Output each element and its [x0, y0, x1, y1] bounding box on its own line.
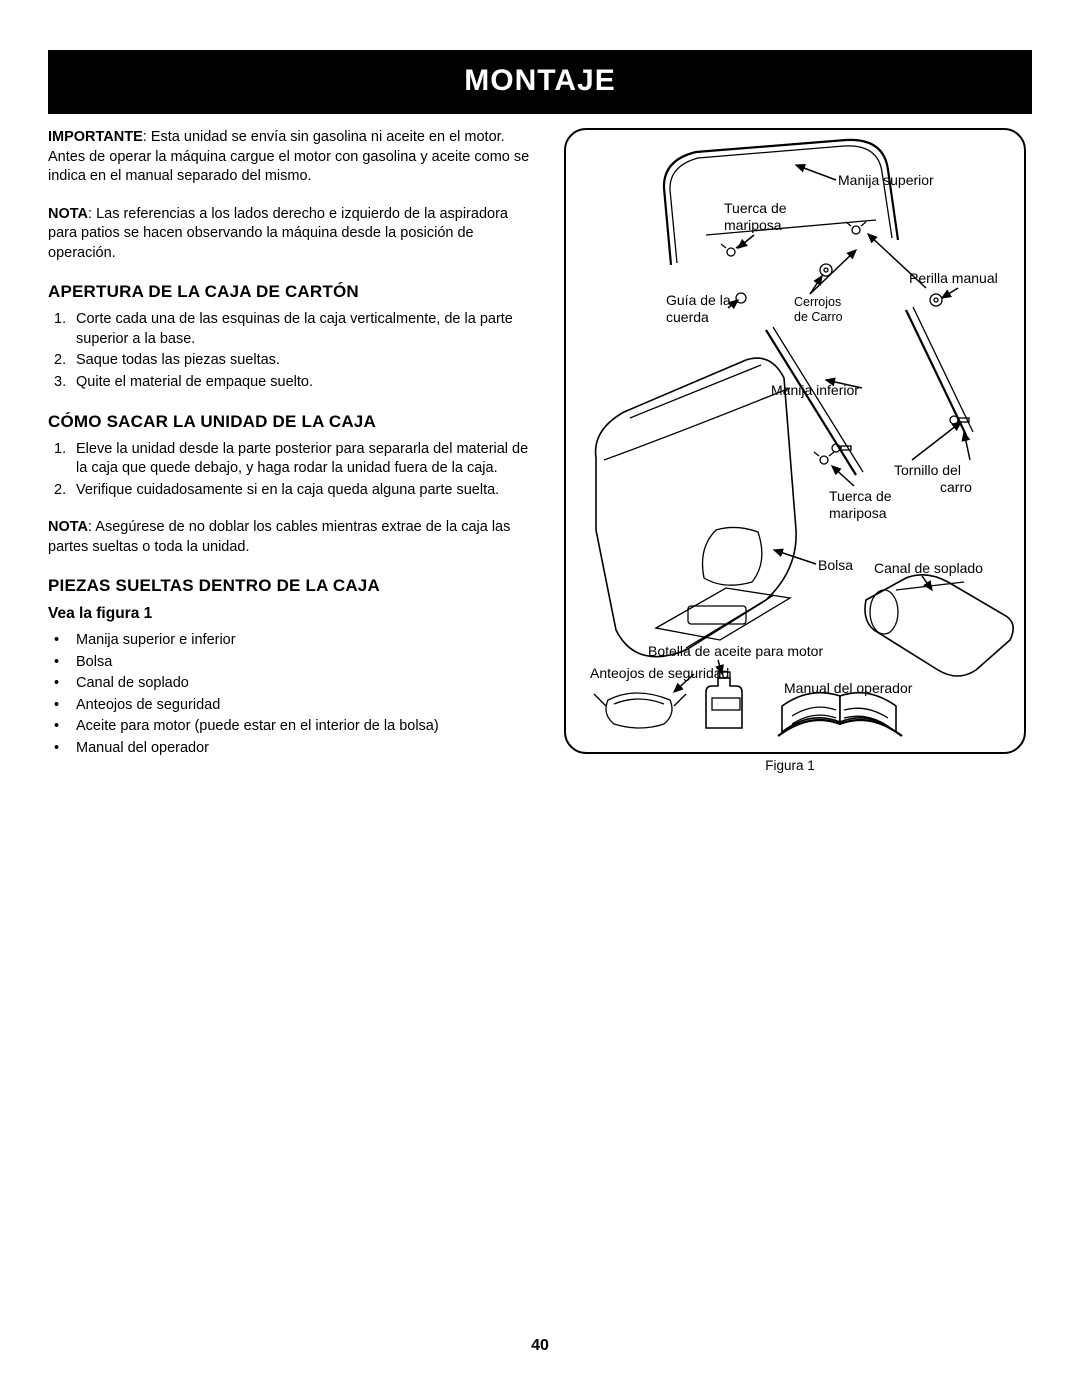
two-column-layout: IMPORTANTE: Esta unidad se envía sin gas…: [48, 128, 1032, 773]
label-de-carro: de Carro: [794, 310, 843, 324]
list-number: 3.: [48, 373, 76, 393]
left-column: IMPORTANTE: Esta unidad se envía sin gas…: [48, 128, 536, 773]
list-text: Eleve la unidad desde la parte posterior…: [76, 440, 536, 479]
label-anteojos: Anteojos de seguridad: [590, 665, 729, 681]
label-cerrojos: Cerrojos: [794, 295, 841, 309]
label-cuerda: cuerda: [666, 309, 709, 325]
bullet-icon: •: [48, 717, 76, 737]
label-manija-superior: Manija superior: [838, 172, 934, 188]
right-column: Manija superior Tuerca de mariposa Peril…: [554, 128, 1032, 773]
section1-list: 1.Corte cada una de las esquinas de la c…: [48, 310, 536, 392]
label-tornillo: Tornillo del: [894, 462, 961, 478]
bullet-icon: •: [48, 631, 76, 651]
label-bolsa: Bolsa: [818, 557, 853, 573]
list-item: •Manual del operador: [48, 739, 536, 759]
section1-heading: APERTURA DE LA CAJA DE CARTÓN: [48, 281, 536, 304]
list-item: 2.Saque todas las piezas sueltas.: [48, 351, 536, 371]
page: MONTAJE IMPORTANTE: Esta unidad se envía…: [0, 0, 1080, 773]
section3-heading: PIEZAS SUELTAS DENTRO DE LA CAJA: [48, 575, 536, 598]
figure-1-frame: Manija superior Tuerca de mariposa Peril…: [564, 128, 1026, 754]
nota2-paragraph: NOTA: Asegúrese de no doblar los cables …: [48, 518, 536, 557]
importante-paragraph: IMPORTANTE: Esta unidad se envía sin gas…: [48, 128, 536, 187]
label-carro: carro: [940, 479, 972, 495]
label-tuerca1b: mariposa: [724, 217, 782, 233]
list-item: 1.Eleve la unidad desde la parte posteri…: [48, 440, 536, 479]
section3-subheading: Vea la figura 1: [48, 604, 536, 625]
figure-1-drawing: [566, 130, 1026, 754]
figure-caption: Figura 1: [554, 758, 1026, 773]
list-text: Aceite para motor (puede estar en el int…: [76, 717, 536, 737]
list-text: Bolsa: [76, 653, 536, 673]
list-number: 1.: [48, 310, 76, 349]
list-text: Verifique cuidadosamente si en la caja q…: [76, 481, 536, 501]
list-text: Canal de soplado: [76, 674, 536, 694]
list-number: 2.: [48, 481, 76, 501]
importante-label: IMPORTANTE: [48, 129, 143, 145]
label-manual: Manual del operador: [784, 680, 912, 696]
list-text: Manual del operador: [76, 739, 536, 759]
bullet-icon: •: [48, 653, 76, 673]
label-tuerca2a: Tuerca de: [829, 488, 892, 504]
list-text: Saque todas las piezas sueltas.: [76, 351, 536, 371]
bullet-icon: •: [48, 739, 76, 759]
section3-list: •Manija superior e inferior •Bolsa •Cana…: [48, 631, 536, 758]
nota1-label: NOTA: [48, 206, 88, 222]
nota2-label: NOTA: [48, 519, 88, 535]
nota1-paragraph: NOTA: Las referencias a los lados derech…: [48, 205, 536, 264]
list-item: •Canal de soplado: [48, 674, 536, 694]
label-botella: Botella de aceite para motor: [648, 643, 823, 659]
label-tuerca2b: mariposa: [829, 505, 887, 521]
label-perilla: Perilla manual: [909, 270, 998, 286]
list-text: Anteojos de seguridad: [76, 696, 536, 716]
label-manija-inferior: Manija inferior: [771, 382, 859, 398]
list-item: •Bolsa: [48, 653, 536, 673]
bullet-icon: •: [48, 674, 76, 694]
label-tuerca1a: Tuerca de: [724, 200, 787, 216]
list-number: 2.: [48, 351, 76, 371]
list-item: •Anteojos de seguridad: [48, 696, 536, 716]
list-text: Quite el material de empaque suelto.: [76, 373, 536, 393]
section2-heading: CÓMO SACAR LA UNIDAD DE LA CAJA: [48, 411, 536, 434]
section-title-bar: MONTAJE: [48, 50, 1032, 114]
page-number: 40: [0, 1337, 1080, 1355]
section2-list: 1.Eleve la unidad desde la parte posteri…: [48, 440, 536, 501]
list-item: •Manija superior e inferior: [48, 631, 536, 651]
list-number: 1.: [48, 440, 76, 479]
nota1-text: : Las referencias a los lados derecho e …: [48, 206, 508, 261]
label-canal: Canal de soplado: [874, 560, 983, 576]
nota2-text: : Asegúrese de no doblar los cables mien…: [48, 519, 510, 555]
bullet-icon: •: [48, 696, 76, 716]
list-text: Corte cada una de las esquinas de la caj…: [76, 310, 536, 349]
label-guia: Guía de la: [666, 292, 731, 308]
list-item: 1.Corte cada una de las esquinas de la c…: [48, 310, 536, 349]
list-item: 3.Quite el material de empaque suelto.: [48, 373, 536, 393]
list-text: Manija superior e inferior: [76, 631, 536, 651]
list-item: 2.Verifique cuidadosamente si en la caja…: [48, 481, 536, 501]
list-item: •Aceite para motor (puede estar en el in…: [48, 717, 536, 737]
